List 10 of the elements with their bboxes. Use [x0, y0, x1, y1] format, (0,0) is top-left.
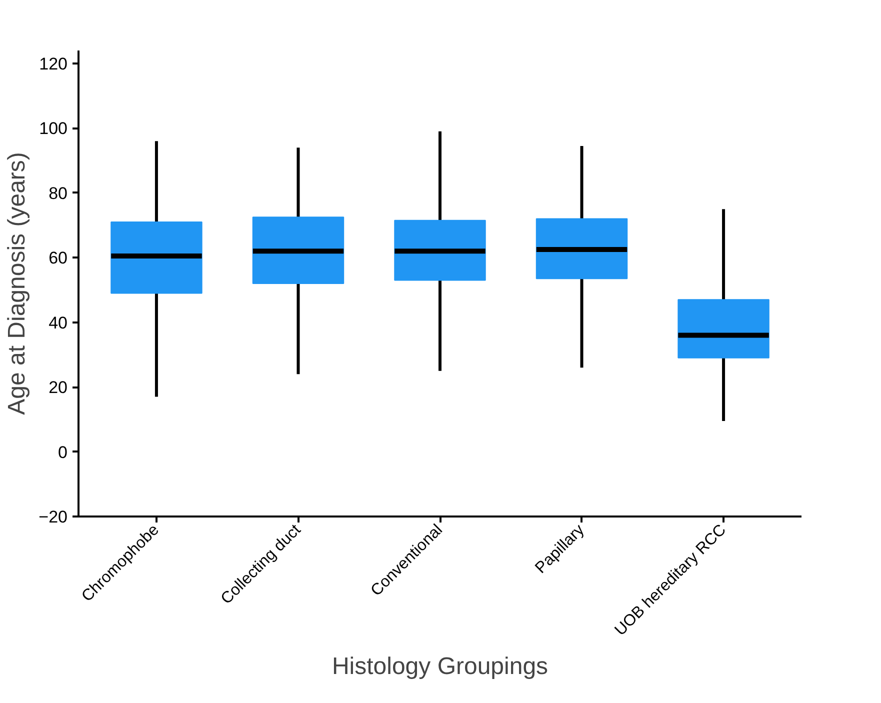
y-tick-label: 100 — [39, 119, 68, 138]
y-axis-title: Age at Diagnosis (years) — [4, 152, 31, 415]
y-tick-label: 120 — [39, 54, 68, 74]
y-tick-label: 60 — [48, 248, 68, 268]
y-tick-label: 20 — [48, 378, 68, 398]
y-tick-label: −20 — [38, 508, 68, 526]
y-tick-label: 0 — [58, 442, 68, 462]
x-axis-title: Histology Groupings — [332, 653, 548, 680]
y-tick-label: 80 — [48, 184, 68, 203]
y-tick-label: 40 — [48, 313, 68, 332]
